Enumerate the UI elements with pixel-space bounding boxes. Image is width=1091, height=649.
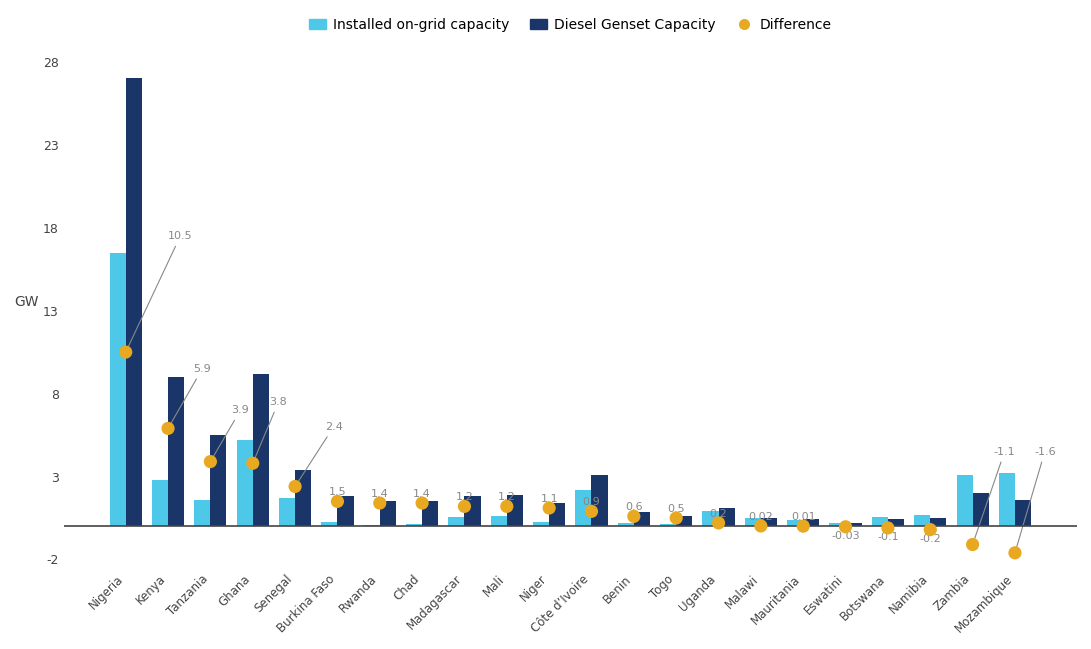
Bar <box>507 495 523 526</box>
Bar <box>237 440 253 526</box>
Text: 0.02: 0.02 <box>748 512 774 522</box>
Text: 0.2: 0.2 <box>709 509 728 519</box>
Text: 0.01: 0.01 <box>791 512 816 522</box>
Bar <box>211 435 227 526</box>
Bar <box>125 79 142 526</box>
Point <box>837 522 854 532</box>
Point <box>794 521 812 532</box>
Text: -1.6: -1.6 <box>1016 447 1056 550</box>
Point <box>117 347 134 358</box>
Bar <box>448 517 465 526</box>
Point <box>668 513 685 523</box>
Point <box>922 524 939 535</box>
Bar <box>999 473 1015 526</box>
Bar <box>152 480 168 526</box>
Text: -0.1: -0.1 <box>877 532 899 542</box>
Bar <box>660 524 676 526</box>
Bar <box>322 522 337 526</box>
Bar <box>194 500 211 526</box>
Text: 1.2: 1.2 <box>456 492 473 502</box>
Bar <box>380 502 396 526</box>
Text: -0.03: -0.03 <box>831 531 860 541</box>
Bar <box>829 523 846 526</box>
Text: 10.5: 10.5 <box>127 231 193 350</box>
Bar <box>337 496 353 526</box>
Bar <box>406 524 422 526</box>
Text: 2.4: 2.4 <box>297 422 343 484</box>
Bar <box>719 508 734 526</box>
Bar <box>957 475 972 526</box>
Bar <box>787 520 803 526</box>
Point <box>286 482 303 492</box>
Text: 5.9: 5.9 <box>169 363 212 426</box>
Point <box>1006 548 1023 558</box>
Point <box>456 501 473 511</box>
Text: -0.2: -0.2 <box>920 533 942 544</box>
Point <box>159 423 177 434</box>
Point <box>752 520 769 531</box>
Bar <box>109 252 125 526</box>
Point <box>540 503 558 513</box>
Text: 1.4: 1.4 <box>371 489 388 499</box>
Bar <box>618 522 634 526</box>
Bar <box>703 511 719 526</box>
Y-axis label: GW: GW <box>14 295 38 310</box>
Point <box>499 501 516 511</box>
Text: 0.6: 0.6 <box>625 502 643 512</box>
Bar <box>363 525 380 526</box>
Text: 3.9: 3.9 <box>212 405 250 459</box>
Text: 3.8: 3.8 <box>254 397 287 461</box>
Point <box>202 456 219 467</box>
Point <box>879 522 897 533</box>
Bar <box>549 503 565 526</box>
Bar <box>1015 500 1031 526</box>
Text: 1.5: 1.5 <box>328 487 346 497</box>
Bar <box>676 515 693 526</box>
Text: 1.1: 1.1 <box>540 494 558 504</box>
Bar <box>888 519 904 526</box>
Point <box>625 511 643 522</box>
Bar <box>295 470 311 526</box>
Bar <box>533 522 549 526</box>
Text: 1.2: 1.2 <box>497 492 516 502</box>
Text: 0.5: 0.5 <box>668 504 685 514</box>
Point <box>413 498 431 508</box>
Bar <box>465 496 480 526</box>
Point <box>244 458 262 469</box>
Bar <box>760 518 777 526</box>
Legend: Installed on-grid capacity, Diesel Genset Capacity, Difference: Installed on-grid capacity, Diesel Gense… <box>303 12 837 37</box>
Point <box>963 539 981 550</box>
Text: 0.9: 0.9 <box>583 497 600 508</box>
Bar <box>422 500 439 526</box>
Bar <box>253 374 268 526</box>
Bar <box>803 519 819 526</box>
Text: -1.1: -1.1 <box>973 447 1016 542</box>
Bar <box>745 518 760 526</box>
Bar <box>931 518 946 526</box>
Bar <box>846 524 862 526</box>
Bar <box>591 475 608 526</box>
Bar <box>872 517 888 526</box>
Bar <box>972 493 988 526</box>
Point <box>328 496 346 507</box>
Bar <box>168 377 184 526</box>
Bar <box>279 498 295 526</box>
Bar <box>575 490 591 526</box>
Point <box>583 506 600 517</box>
Point <box>710 518 728 528</box>
Text: 1.4: 1.4 <box>413 489 431 499</box>
Bar <box>491 515 507 526</box>
Bar <box>634 512 650 526</box>
Bar <box>914 515 931 526</box>
Point <box>371 498 388 508</box>
